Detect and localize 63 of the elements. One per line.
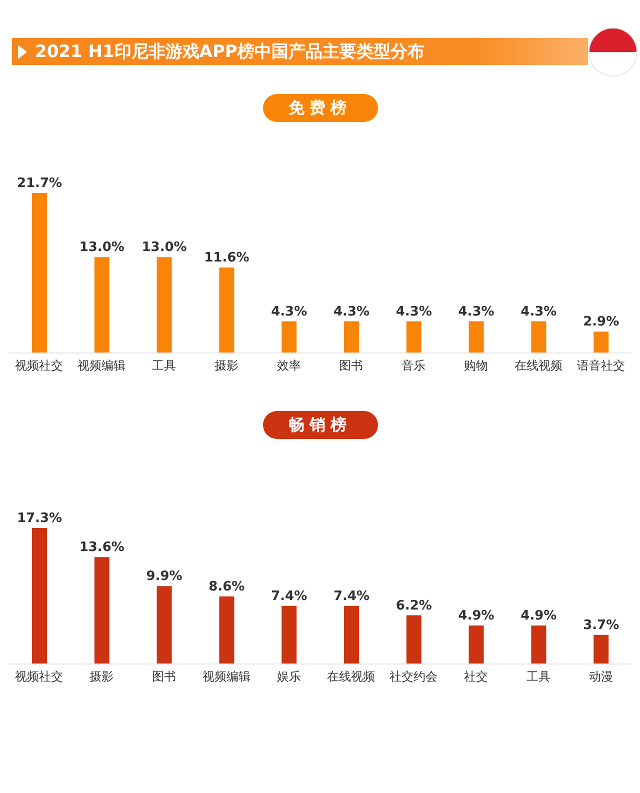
bar [594, 332, 609, 353]
data-label: 11.6% [204, 250, 250, 266]
data-label: 4.3% [396, 304, 432, 320]
data-label: 4.9% [458, 608, 494, 624]
x-tick-label: 在线视频 [514, 358, 562, 373]
x-tick-label: 语音社交 [576, 358, 625, 373]
x-tick-label: 视频编辑 [202, 670, 250, 684]
data-label: 13.0% [142, 240, 187, 256]
data-label: 7.4% [333, 588, 370, 604]
bar [156, 586, 172, 664]
x-tick-label: 摄影 [214, 358, 238, 373]
x-tick-label: 购物 [464, 358, 488, 373]
data-label: 9.9% [146, 569, 182, 584]
data-label: 4.3% [520, 304, 557, 320]
x-tick-label: 视频编辑 [78, 358, 126, 373]
bar [156, 257, 172, 353]
data-label: 8.6% [208, 579, 245, 594]
bar [344, 321, 359, 353]
data-label: 4.3% [333, 304, 370, 320]
data-label: 21.7% [16, 176, 62, 191]
x-tick-label: 图书 [152, 670, 176, 684]
data-label: 13.0% [79, 240, 124, 256]
x-tick-label: 工具 [526, 670, 550, 684]
bar [32, 193, 47, 353]
bar [594, 634, 609, 664]
bar [219, 267, 234, 353]
x-tick-label: 工具 [152, 358, 176, 373]
bar [468, 321, 484, 353]
bar [468, 625, 484, 664]
chart-subtitle: 免费榜 [288, 98, 352, 118]
data-label: 6.2% [396, 598, 432, 614]
bar [531, 321, 546, 353]
bar [406, 615, 422, 664]
data-label: 17.3% [16, 511, 62, 526]
bar [219, 596, 234, 664]
x-tick-label: 视频社交 [15, 670, 64, 684]
bar [32, 528, 47, 664]
x-tick-label: 动漫 [588, 670, 613, 684]
x-tick-label: 图书 [339, 358, 364, 373]
bar [282, 606, 297, 664]
chart-subtitle: 畅销榜 [288, 414, 352, 436]
bar [94, 557, 110, 664]
bar [344, 606, 359, 664]
data-label: 3.7% [583, 618, 620, 633]
x-tick-label: 效率 [276, 358, 301, 373]
bar [282, 321, 297, 353]
x-tick-label: 视频社交 [15, 358, 64, 373]
bar [406, 321, 422, 353]
data-label: 4.9% [520, 608, 557, 624]
x-tick-label: 社交 [464, 670, 488, 684]
bar [531, 625, 546, 664]
data-label: 4.3% [458, 304, 494, 320]
x-tick-label: 音乐 [402, 358, 426, 373]
x-tick-label: 摄影 [90, 670, 114, 684]
x-tick-label: 在线视频 [327, 670, 376, 684]
chart-title: 2021 H1印尼非游戏APP榜中国产品主要类型分布 [35, 41, 424, 63]
bar [94, 257, 110, 353]
data-label: 13.6% [79, 540, 124, 556]
x-tick-label: 娱乐 [276, 670, 301, 684]
data-label: 4.3% [271, 304, 308, 320]
data-label: 2.9% [583, 314, 620, 330]
x-tick-label: 社交约会 [390, 670, 438, 684]
data-label: 7.4% [271, 588, 308, 604]
